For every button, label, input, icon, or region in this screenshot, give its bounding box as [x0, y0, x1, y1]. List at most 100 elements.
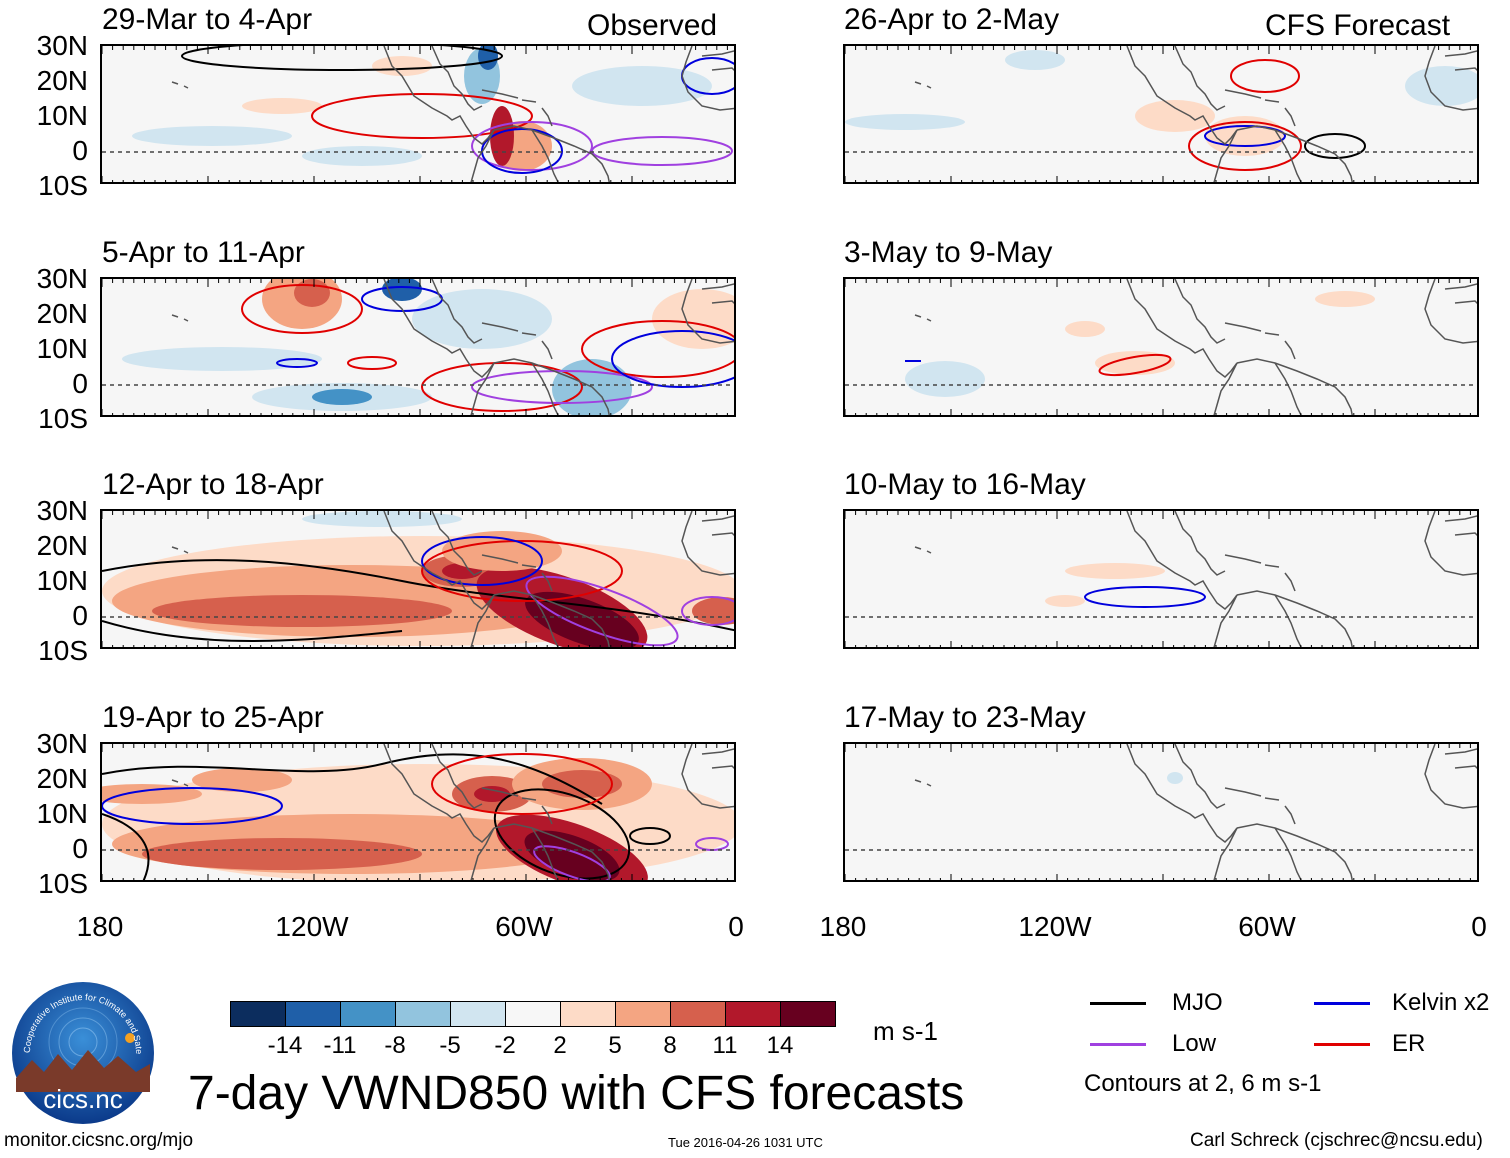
mjo-contour — [493, 788, 631, 880]
colorbar-swatch — [285, 1001, 341, 1027]
colorbar-swatch — [450, 1001, 506, 1027]
anomaly-shading — [474, 786, 510, 802]
legend-label-kelvin: Kelvin x2 — [1392, 989, 1490, 1016]
low-contour — [471, 370, 653, 404]
lon-label: 0 — [728, 911, 744, 942]
mjo-contour — [1304, 133, 1366, 159]
colorbar — [230, 1001, 836, 1029]
anomaly-shading — [442, 531, 562, 571]
lat-label: 20N — [36, 530, 88, 561]
colorbar-swatch — [560, 1001, 616, 1027]
lat-label: 10N — [36, 565, 88, 596]
colorbar-swatch — [725, 1001, 781, 1027]
lat-label: 10N — [36, 333, 88, 364]
map-canvas — [845, 46, 1477, 182]
lat-label: 20N — [36, 763, 88, 794]
colorbar-swatch — [395, 1001, 451, 1027]
coastline — [171, 744, 734, 880]
panel-title-fcst-3: 10-May to 16-May — [844, 468, 1086, 501]
anomaly-shading — [1205, 116, 1285, 156]
kelvin-contour — [1204, 125, 1286, 147]
colorbar-tick-label: -8 — [384, 1032, 406, 1059]
anomaly-shading — [152, 595, 452, 627]
colorbar-tick-label: -14 — [267, 1032, 303, 1059]
map-canvas — [102, 744, 734, 880]
mjo-contour — [181, 46, 503, 71]
colorbar-tick-label: -5 — [439, 1032, 461, 1059]
mjo-contour — [102, 813, 150, 880]
legend-line-kelvin — [1314, 1002, 1370, 1005]
colorbar-units: m s-1 — [873, 1016, 938, 1046]
lat-label: 10N — [36, 100, 88, 131]
colorbar-tick-label: 14 — [766, 1032, 794, 1059]
panel-title-fcst-1: 26-Apr to 2-May — [844, 3, 1060, 36]
map-panel-obs-3 — [100, 509, 736, 649]
anomaly-shading — [412, 289, 552, 349]
cics-logo: Cooperative Institute for Climate and Sa… — [7, 972, 156, 1126]
er-contour — [311, 93, 533, 139]
coastline — [914, 511, 1477, 647]
er-contour — [1230, 59, 1300, 93]
er-contour — [347, 356, 397, 370]
coastline — [171, 279, 734, 415]
anomaly-shading — [1405, 66, 1477, 106]
colorbar-swatch — [615, 1001, 671, 1027]
mjo-contour — [102, 620, 403, 642]
anomaly-shading — [525, 591, 639, 647]
kelvin-contour — [1084, 586, 1206, 608]
mjo-contour — [102, 753, 603, 805]
kelvin-contour — [421, 536, 543, 586]
map-canvas — [845, 511, 1477, 647]
panel-title-obs-1: 29-Mar to 4-Apr — [102, 3, 313, 36]
coastline — [914, 46, 1477, 182]
colorbar-tick-label: 8 — [663, 1032, 677, 1059]
lat-label: 0 — [72, 368, 88, 399]
figure-title: 7-day VWND850 with CFS forecasts — [188, 1067, 965, 1120]
anomaly-shading — [132, 126, 292, 146]
lat-label: 20N — [36, 65, 88, 96]
legend-line-mjo — [1090, 1002, 1146, 1005]
anomaly-shading — [524, 830, 620, 880]
map-panel-obs-2 — [100, 277, 736, 417]
observed-header: Observed — [587, 9, 718, 42]
lon-label: 60W — [1238, 911, 1296, 942]
lat-label: 10S — [38, 170, 88, 201]
legend-label-low: Low — [1172, 1030, 1217, 1057]
colorbar-tick-label: 11 — [712, 1032, 738, 1059]
lat-label: 30N — [36, 263, 88, 294]
footer-author[interactable]: Carl Schreck (cjschrec@ncsu.edu) — [1190, 1130, 1483, 1151]
anomaly-shading — [192, 768, 292, 792]
colorbar-tick-label: 2 — [553, 1032, 567, 1059]
anomaly-shading — [1045, 595, 1085, 607]
lon-label: 120W — [1018, 911, 1092, 942]
colorbar-swatch — [670, 1001, 726, 1027]
low-contour — [591, 136, 733, 166]
panel-title-obs-4: 19-Apr to 25-Apr — [102, 701, 324, 734]
lat-label: 0 — [72, 135, 88, 166]
anomaly-shading — [652, 289, 734, 349]
low-contour — [525, 575, 679, 647]
er-contour — [421, 362, 583, 412]
low-contour — [471, 121, 593, 171]
map-canvas — [845, 744, 1477, 880]
anomaly-shading — [312, 389, 372, 405]
map-canvas — [102, 46, 734, 182]
footer-url[interactable]: monitor.cicsnc.org/mjo — [4, 1130, 194, 1151]
kelvin-contour — [102, 787, 283, 825]
footer-timestamp: Tue 2016-04-26 1031 UTC — [668, 1135, 823, 1150]
map-panel-obs-1 — [100, 44, 736, 184]
anomaly-shading — [382, 279, 422, 301]
anomaly-shading — [294, 279, 330, 307]
panel-title-obs-3: 12-Apr to 18-Apr — [102, 468, 324, 501]
map-canvas — [102, 279, 734, 415]
logo-text: cics.nc — [43, 1084, 122, 1114]
panel-title-fcst-2: 3-May to 9-May — [844, 236, 1053, 269]
panel-title-obs-2: 5-Apr to 11-Apr — [102, 236, 305, 269]
lon-label: 180 — [76, 911, 124, 942]
colorbar-swatch — [230, 1001, 286, 1027]
lat-label: 20N — [36, 298, 88, 329]
lon-label: 180 — [819, 911, 867, 942]
anomaly-shading — [302, 146, 422, 166]
map-panel-fcst-2 — [843, 277, 1479, 417]
lat-label: 10S — [38, 868, 88, 899]
